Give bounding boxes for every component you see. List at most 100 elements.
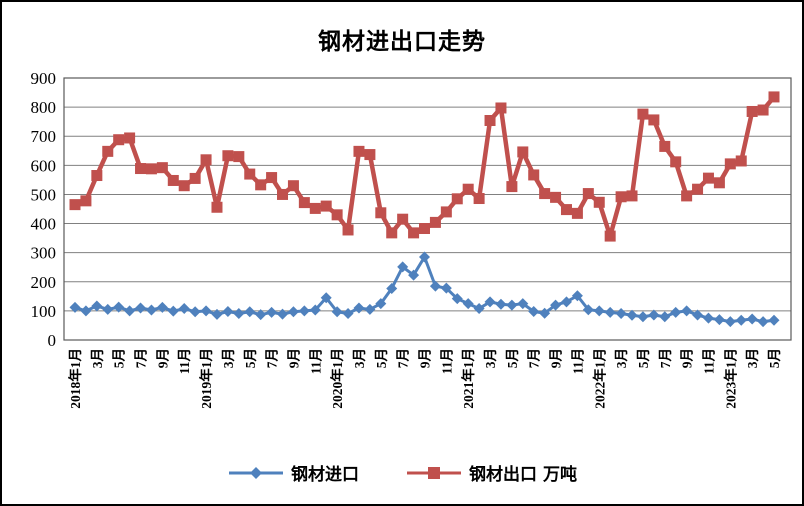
import-point-diamond	[113, 301, 125, 313]
import-point-diamond	[550, 299, 562, 311]
export-point-square	[287, 180, 299, 192]
import-point-diamond	[397, 261, 409, 273]
x-tick-label: 2019年1月	[198, 348, 214, 409]
import-point-diamond	[746, 313, 758, 325]
x-tick-label: 3月	[221, 348, 236, 368]
y-tick-label: 200	[31, 273, 57, 292]
import-point-diamond	[528, 305, 540, 317]
export-point-square	[429, 216, 441, 228]
x-tick-label: 11月	[570, 348, 585, 374]
export-point-square	[233, 151, 245, 163]
export-point-square	[342, 224, 354, 236]
import-series	[69, 251, 780, 328]
x-tick-label: 5月	[636, 348, 651, 368]
import-point-diamond	[560, 296, 572, 308]
import-point-diamond	[200, 305, 212, 317]
x-tick-label: 2020年1月	[329, 348, 345, 409]
x-tick-label: 5月	[112, 348, 127, 368]
export-point-square	[244, 168, 256, 180]
x-tick-label: 11月	[308, 348, 323, 374]
import-point-diamond	[419, 251, 430, 263]
x-tick-label: 5月	[767, 348, 782, 368]
import-point-diamond	[375, 298, 387, 310]
export-point-square	[539, 188, 551, 200]
import-point-diamond	[451, 293, 463, 305]
legend: 钢材进口 钢材出口 万吨	[2, 460, 802, 485]
legend-item-export: 钢材出口 万吨	[405, 460, 577, 485]
import-point-diamond	[757, 316, 769, 328]
export-point-square	[135, 163, 147, 175]
export-point-square	[517, 146, 529, 158]
import-point-diamond	[484, 296, 496, 308]
import-point-diamond	[615, 308, 627, 320]
export-point-square	[713, 177, 725, 189]
export-point-square	[277, 188, 289, 200]
export-point-square	[167, 174, 179, 186]
export-point-square	[353, 145, 365, 157]
export-point-square	[659, 140, 671, 152]
export-point-square	[506, 181, 518, 193]
y-tick-label: 700	[31, 127, 57, 146]
series-line	[74, 255, 775, 324]
export-point-square	[364, 149, 376, 161]
export-point-square	[604, 230, 616, 242]
import-point-diamond	[189, 306, 201, 318]
export-point-square	[440, 206, 452, 218]
import-point-diamond	[659, 311, 671, 323]
x-tick-label: 7月	[396, 348, 411, 368]
x-tick-label: 7月	[658, 348, 673, 368]
import-point-diamond	[320, 292, 332, 304]
export-point-square	[178, 180, 190, 192]
import-point-diamond	[495, 298, 507, 310]
legend-item-import: 钢材进口	[227, 460, 359, 485]
export-point-square	[615, 191, 627, 203]
x-tick-label: 11月	[439, 348, 454, 374]
import-point-diamond	[222, 305, 234, 317]
y-tick-label: 800	[31, 98, 57, 117]
import-point-diamond	[582, 304, 594, 316]
export-point-square	[397, 213, 409, 225]
export-point-square	[145, 163, 157, 175]
import-point-diamond	[102, 303, 114, 315]
import-point-diamond	[408, 269, 420, 281]
import-point-diamond	[604, 306, 616, 318]
import-point-diamond	[571, 290, 583, 302]
x-tick-label: 3月	[483, 348, 498, 368]
series-line	[74, 95, 776, 239]
export-point-square	[528, 169, 540, 181]
y-tick-label: 600	[31, 156, 57, 175]
y-tick-label: 300	[31, 244, 57, 263]
export-point-square	[91, 170, 103, 182]
export-line-square-icon	[407, 466, 462, 479]
x-tick-label: 9月	[286, 348, 301, 368]
export-point-square	[571, 207, 583, 219]
x-tick-label: 9月	[680, 348, 695, 368]
export-point-square	[124, 132, 136, 144]
x-tick-label: 7月	[527, 348, 542, 368]
export-point-square	[408, 227, 420, 239]
import-point-diamond	[364, 303, 376, 315]
import-point-diamond	[145, 304, 157, 316]
x-tick-label: 9月	[155, 348, 170, 368]
import-point-diamond	[69, 301, 81, 313]
x-tick-label: 9月	[549, 348, 564, 368]
export-point-square	[80, 195, 92, 207]
import-point-diamond	[156, 301, 168, 313]
export-point-square	[484, 115, 496, 127]
x-tick-label: 3月	[745, 348, 760, 368]
export-point-square	[462, 183, 474, 195]
legend-import-label: 钢材进口	[291, 465, 360, 485]
export-point-square	[102, 145, 114, 157]
import-point-diamond	[735, 314, 747, 326]
export-point-square	[560, 204, 572, 216]
export-point-square	[495, 102, 507, 114]
legend-export-label: 钢材出口 万吨	[469, 465, 577, 485]
export-point-square	[375, 207, 387, 219]
import-point-diamond	[429, 280, 441, 292]
export-point-square	[419, 223, 430, 235]
import-point-diamond	[287, 306, 299, 318]
import-point-diamond	[178, 303, 190, 315]
import-point-diamond	[353, 302, 365, 314]
